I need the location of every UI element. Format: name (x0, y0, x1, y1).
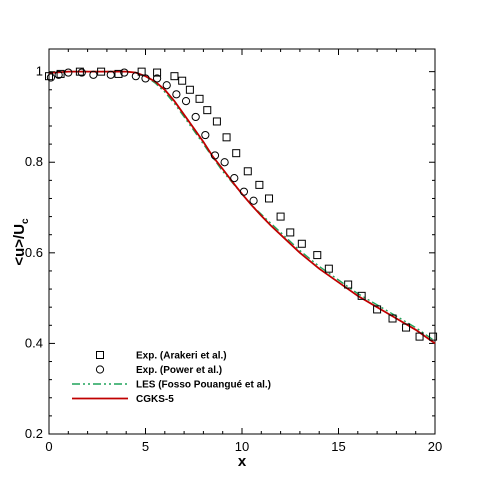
square-data-point (232, 149, 241, 158)
circle-data-point (54, 70, 63, 79)
square-data-point (222, 133, 231, 142)
circle-data-point (64, 68, 73, 77)
square-data-point (137, 67, 146, 76)
circle-data-point (239, 187, 249, 196)
circle-data-point (201, 130, 210, 140)
square-data-point (178, 76, 187, 85)
circle-data-point (181, 96, 191, 106)
square-data-point (402, 323, 411, 332)
legend: Exp. (Arakeri et al.) Exp. (Power et al.)… (72, 351, 271, 405)
square-data-point (114, 69, 123, 78)
series-line-les (48, 70, 436, 342)
square-data-point (45, 72, 53, 81)
x-tick-label: 10 (235, 439, 249, 454)
y-tick-label: 1 (36, 64, 43, 79)
series-line-cgks5 (48, 70, 436, 345)
circle-data-point (131, 72, 140, 81)
legend-square-marker (96, 351, 104, 359)
square-data-point (286, 228, 295, 237)
square-data-point (313, 251, 322, 260)
square-data-point (255, 180, 264, 189)
x-axis-label: x (238, 453, 247, 470)
square-data-point (276, 212, 285, 221)
square-data-point (429, 332, 438, 341)
legend-label: Exp. (Power et al.) (136, 365, 222, 376)
y-tick-label: 0.8 (25, 154, 43, 169)
square-data-point (97, 67, 106, 76)
square-data-point (56, 69, 65, 78)
y-axis-label-main: <u>/U (11, 224, 28, 266)
axis-tick-labels: 0 5 10 15 20 0.2 0.4 0.6 0.8 1 (25, 64, 442, 454)
square-data-point (415, 332, 424, 341)
circle-data-point (220, 158, 229, 167)
y-axis-label-subscript: c (20, 218, 31, 224)
circle-data-point (46, 73, 56, 82)
y-tick-label: 0.6 (25, 245, 43, 260)
square-data-point (195, 94, 204, 103)
square-data-point (185, 85, 194, 94)
square-data-point (75, 67, 84, 76)
legend-label: CGKS-5 (136, 394, 174, 405)
series-layer (45, 67, 438, 345)
x-tick-label: 15 (331, 439, 345, 454)
circle-data-point (141, 74, 150, 83)
legend-circle-marker (95, 365, 105, 374)
square-data-point (170, 72, 179, 81)
square-data-point (388, 314, 397, 323)
circle-data-point (77, 68, 86, 77)
circle-data-point (191, 112, 200, 122)
axis-ticks (48, 49, 436, 435)
x-tick-label: 5 (142, 439, 149, 454)
circle-data-point (172, 90, 181, 99)
legend-label: LES (Fosso Pouangué et al.) (136, 380, 271, 391)
y-tick-label: 0.2 (25, 426, 43, 441)
y-axis-label: <u>/Uc (11, 218, 31, 266)
square-data-point (153, 68, 162, 77)
square-data-point (324, 264, 333, 273)
y-tick-label: 0.4 (25, 335, 43, 350)
circle-data-point (89, 70, 98, 79)
circle-data-point (152, 74, 162, 83)
circle-data-point (249, 196, 258, 205)
circle-data-point (106, 70, 115, 79)
square-data-point (297, 239, 306, 248)
circle-data-point (120, 68, 129, 77)
square-data-point (357, 291, 366, 300)
square-data-point (212, 117, 221, 126)
x-tick-label: 0 (45, 439, 52, 454)
square-data-point (344, 280, 353, 289)
square-data-point (373, 305, 382, 314)
circle-data-point (210, 151, 220, 160)
circle-data-point (230, 173, 239, 183)
square-data-point (203, 106, 212, 115)
legend-label: Exp. (Arakeri et al.) (136, 351, 227, 362)
x-tick-label: 20 (428, 439, 442, 454)
circle-data-point (162, 81, 171, 90)
square-data-point (265, 194, 274, 203)
plot-frame (48, 48, 436, 435)
square-data-point (243, 167, 252, 176)
